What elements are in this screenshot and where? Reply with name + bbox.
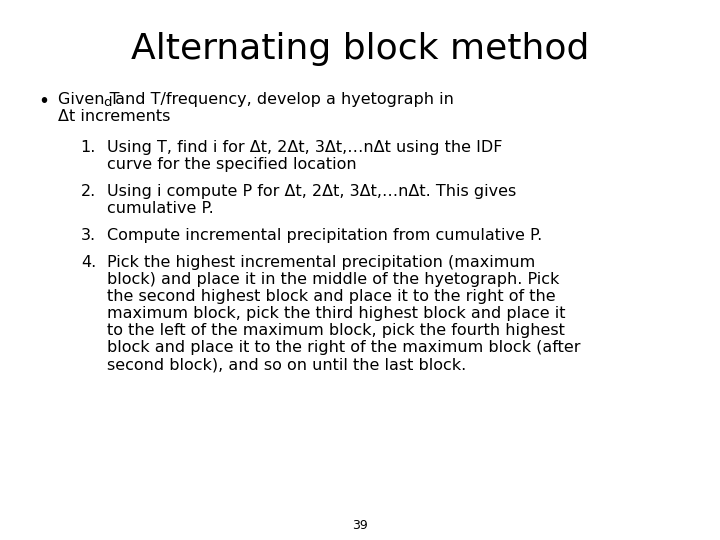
- Text: Δt increments: Δt increments: [58, 109, 171, 124]
- Text: Pick the highest incremental precipitation (maximum: Pick the highest incremental precipitati…: [107, 255, 535, 270]
- Text: second block), and so on until the last block.: second block), and so on until the last …: [107, 357, 467, 372]
- Text: 3.: 3.: [81, 228, 96, 243]
- Text: block and place it to the right of the maximum block (after: block and place it to the right of the m…: [107, 340, 580, 355]
- Text: Given T: Given T: [58, 92, 120, 107]
- Text: cumulative P.: cumulative P.: [107, 201, 214, 216]
- Text: the second highest block and place it to the right of the: the second highest block and place it to…: [107, 289, 556, 304]
- Text: 39: 39: [352, 519, 368, 532]
- Text: curve for the specified location: curve for the specified location: [107, 157, 356, 172]
- Text: Using i compute P for Δt, 2Δt, 3Δt,…nΔt. This gives: Using i compute P for Δt, 2Δt, 3Δt,…nΔt.…: [107, 184, 516, 199]
- Text: block) and place it in the middle of the hyetograph. Pick: block) and place it in the middle of the…: [107, 272, 559, 287]
- Text: •: •: [38, 92, 49, 111]
- Text: Using T, find i for Δt, 2Δt, 3Δt,…nΔt using the IDF: Using T, find i for Δt, 2Δt, 3Δt,…nΔt us…: [107, 140, 503, 155]
- Text: 1.: 1.: [81, 140, 96, 155]
- Text: Alternating block method: Alternating block method: [131, 32, 589, 66]
- Text: 2.: 2.: [81, 184, 96, 199]
- Text: and T/frequency, develop a hyetograph in: and T/frequency, develop a hyetograph in: [110, 92, 454, 107]
- Text: 4.: 4.: [81, 255, 96, 270]
- Text: d: d: [104, 96, 112, 109]
- Text: maximum block, pick the third highest block and place it: maximum block, pick the third highest bl…: [107, 306, 565, 321]
- Text: Compute incremental precipitation from cumulative P.: Compute incremental precipitation from c…: [107, 228, 542, 243]
- Text: to the left of the maximum block, pick the fourth highest: to the left of the maximum block, pick t…: [107, 323, 565, 338]
